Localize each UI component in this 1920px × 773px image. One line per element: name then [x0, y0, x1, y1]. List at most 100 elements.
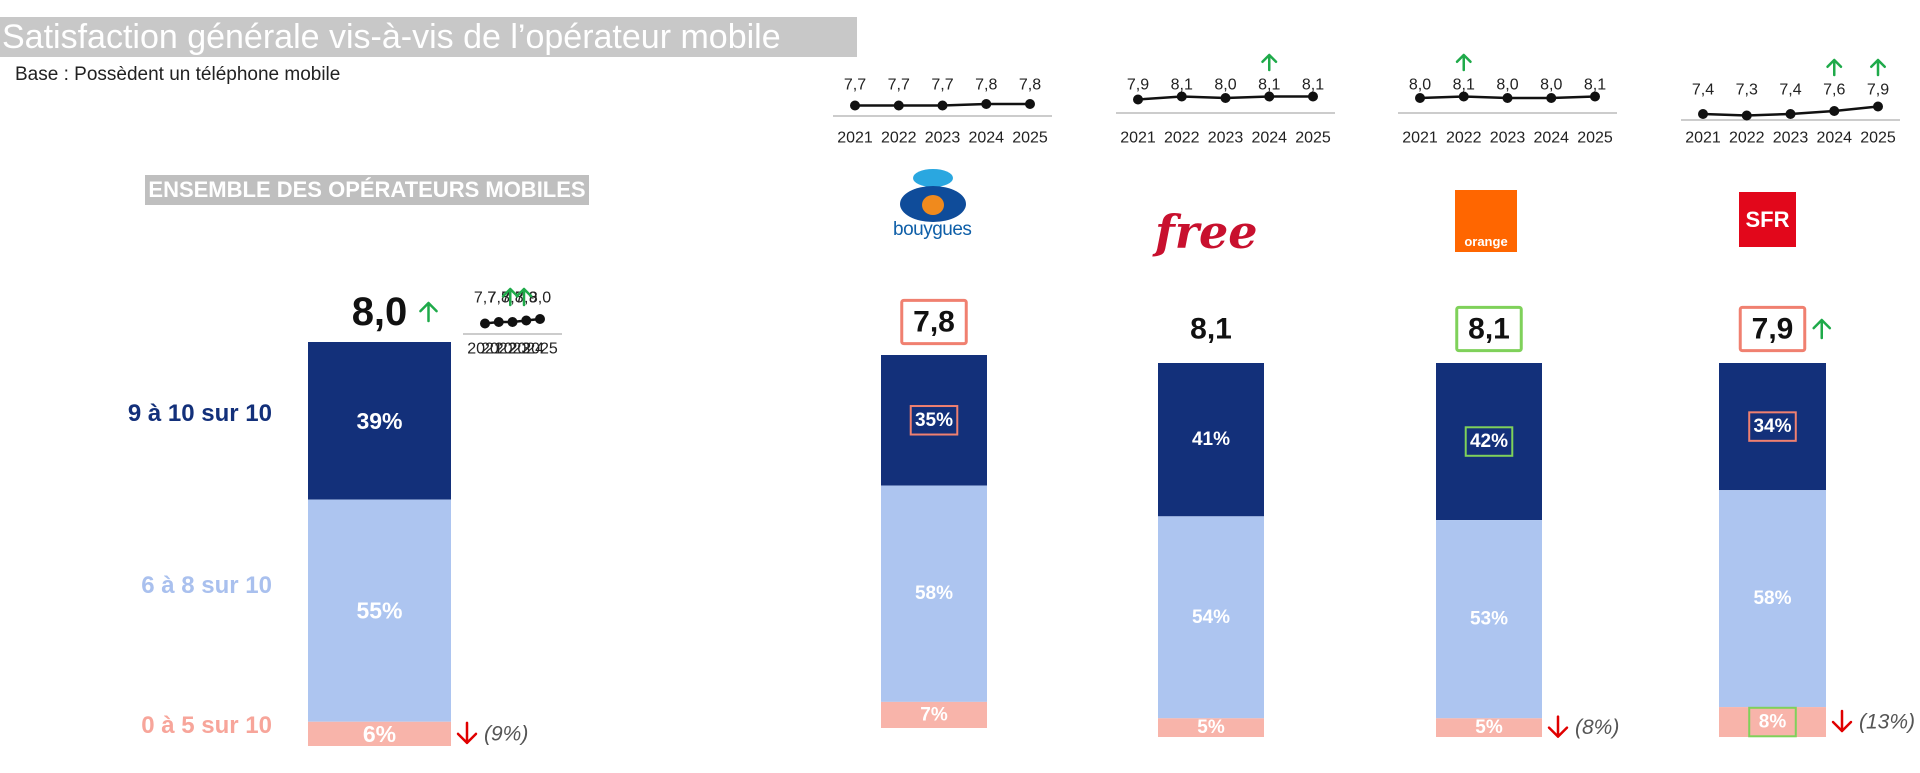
bar-segment — [1436, 520, 1542, 719]
trend-point — [1590, 91, 1600, 102]
trend-value-label: 7,9 — [1127, 77, 1149, 94]
bouygues-logo: bouygues — [893, 167, 973, 242]
score-value: 8,1 — [1190, 313, 1232, 346]
bar-value-label: 6% — [363, 721, 396, 747]
trend-value-label: 7,7 — [931, 77, 953, 94]
trend-value-label: 8,1 — [1258, 77, 1280, 94]
bar-value-label: 7% — [920, 704, 948, 725]
orange-logo: orange — [1455, 190, 1517, 252]
score-value: 8,0 — [352, 290, 408, 334]
trend-year-label: 2025 — [1012, 130, 1048, 147]
trend-point — [480, 318, 490, 329]
previous-value-note: (8%) — [1575, 716, 1619, 739]
bar-value-label: 35% — [915, 410, 953, 431]
category-label-mid: 6 à 8 sur 10 — [141, 572, 272, 599]
value-box — [1748, 706, 1797, 738]
trend-year-label: 2025 — [522, 341, 558, 358]
trend-point — [1873, 101, 1883, 112]
trend-up-arrow-icon — [501, 287, 519, 307]
score-value: 7,8 — [913, 306, 955, 339]
trend-value-label: 7,3 — [1736, 82, 1758, 99]
trend-year-label: 2022 — [1164, 130, 1200, 147]
trend-up-arrow-icon — [1261, 53, 1278, 72]
bar-value-label: 5% — [1197, 717, 1225, 738]
trend-year-label: 2023 — [495, 341, 531, 358]
trend-point — [1502, 93, 1513, 103]
trend-point — [1220, 93, 1231, 103]
trend-year-label: 2024 — [1816, 130, 1852, 147]
previous-value-note: (13%) — [1859, 711, 1915, 734]
value-box — [909, 405, 959, 436]
trend-point — [1415, 93, 1425, 103]
bar-segment — [1436, 363, 1542, 521]
trend-up-arrow-icon — [1826, 58, 1843, 77]
trend-year-label: 2021 — [837, 130, 873, 147]
title-bar — [0, 17, 857, 57]
orange-logo-text: orange — [1464, 234, 1508, 249]
previous-value-note: (9%) — [484, 722, 528, 745]
bar-segment — [1719, 363, 1826, 491]
trend-year-label: 2025 — [1577, 130, 1613, 147]
down-arrow-icon — [1547, 715, 1569, 738]
trend-value-label: 7,9 — [1867, 82, 1889, 99]
trend-year-label: 2024 — [1533, 130, 1569, 147]
trend-point — [1264, 91, 1275, 102]
trend-value-label: 7,7 — [844, 77, 866, 94]
sfr-logo: SFR — [1739, 192, 1796, 247]
bar-segment — [1719, 490, 1826, 708]
trend-value-label: 7,8 — [975, 77, 997, 94]
page-title: Satisfaction générale vis-à-vis de l’opé… — [2, 18, 781, 56]
category-label-low: 0 à 5 sur 10 — [141, 712, 272, 739]
trend-point — [535, 314, 545, 324]
score-value: 8,1 — [1468, 313, 1510, 346]
score-box — [1738, 305, 1807, 353]
trend-year-label: 2023 — [925, 130, 961, 147]
bar-value-label: 54% — [1192, 607, 1230, 628]
bar-segment — [308, 721, 451, 746]
category-label-high: 9 à 10 sur 10 — [127, 400, 272, 427]
bouygues-logo-text: bouygues — [893, 219, 972, 240]
bar-segment — [881, 701, 987, 728]
value-box — [1464, 426, 1514, 457]
trend-value-label: 7,4 — [1779, 82, 1801, 99]
bar-value-label: 8% — [1759, 712, 1787, 733]
ensemble-label: ENSEMBLE DES OPÉRATEURS MOBILES — [145, 175, 589, 205]
trend-value-label: 8,0 — [529, 290, 551, 307]
score-value: 7,9 — [1752, 313, 1794, 346]
up-arrow-icon — [1812, 318, 1832, 340]
bar-segment — [308, 499, 451, 722]
free-logo: free — [1155, 205, 1258, 259]
trend-year-label: 2021 — [1120, 130, 1156, 147]
bar-value-label: 34% — [1753, 416, 1791, 437]
trend-year-label: 2022 — [481, 341, 517, 358]
sfr-logo-text: SFR — [1745, 207, 1790, 232]
base-note: Base : Possèdent un téléphone mobile — [15, 64, 341, 85]
trend-year-label: 2024 — [1251, 130, 1287, 147]
bar-value-label: 42% — [1470, 431, 1508, 452]
trend-point — [1546, 93, 1557, 103]
trend-point — [1698, 109, 1708, 119]
bar-value-label: 5% — [1475, 717, 1503, 738]
trend-point — [981, 99, 992, 109]
score-box — [900, 298, 968, 346]
bar-segment — [881, 355, 987, 486]
bar-segment — [1158, 363, 1264, 517]
trend-point — [1308, 91, 1318, 102]
trend-up-arrow-icon — [1870, 58, 1886, 77]
trend-year-label: 2023 — [1208, 130, 1244, 147]
trend-value-label: 8,1 — [1302, 77, 1324, 94]
trend-value-label: 8,0 — [1214, 77, 1236, 94]
bar-value-label: 39% — [356, 408, 402, 434]
bar-segment — [881, 485, 987, 702]
trend-point — [850, 100, 860, 111]
trend-value-label: 7,8 — [1019, 77, 1041, 94]
down-arrow-icon — [1831, 709, 1853, 733]
trend-value-label: 8,1 — [1171, 77, 1193, 94]
value-box — [1748, 411, 1797, 442]
trend-value-label: 8,0 — [1496, 77, 1518, 94]
bar-value-label: 53% — [1470, 609, 1508, 630]
trend-year-label: 2024 — [968, 130, 1004, 147]
trend-point — [1133, 94, 1143, 105]
trend-up-arrow-icon — [515, 287, 533, 307]
